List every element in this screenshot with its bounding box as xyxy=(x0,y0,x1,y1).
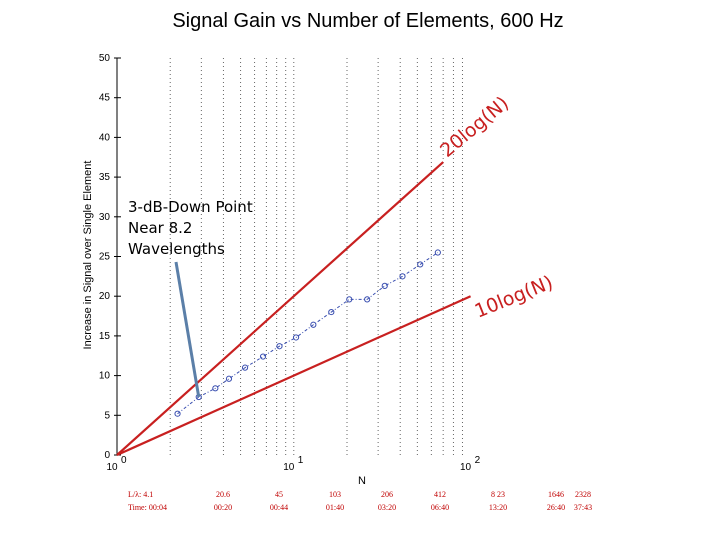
bottom-label-value: 412 xyxy=(434,490,446,499)
data-point xyxy=(259,353,267,360)
y-tick-label: 0 xyxy=(104,450,110,461)
y-axis-label: Increase in Signal over Single Element xyxy=(82,161,94,350)
label-layer: 0510152025303540455010010110220log(N)10l… xyxy=(99,53,592,512)
y-tick-label: 5 xyxy=(104,410,110,421)
series-layer xyxy=(116,161,472,457)
data-point xyxy=(399,273,406,280)
annotation-text: Wavelengths xyxy=(128,240,225,258)
data-point xyxy=(174,410,181,417)
data-point xyxy=(292,334,300,341)
data-point xyxy=(310,321,317,328)
x-tick-exponent: 2 xyxy=(475,455,481,466)
y-tick-label: 20 xyxy=(99,291,111,302)
data-point xyxy=(434,249,441,256)
bottom-label-value: 1646 xyxy=(548,490,564,499)
annotation-text: 3-dB-Down Point xyxy=(128,198,253,216)
bottom-label-time: 26:40 xyxy=(547,503,565,512)
y-tick-label: 50 xyxy=(99,53,111,64)
chart-title: Signal Gain vs Number of Elements, 600 H… xyxy=(172,10,563,32)
bottom-label-value: 103 xyxy=(329,490,341,499)
series-line-2 xyxy=(116,295,472,457)
series-line-3 xyxy=(177,252,439,415)
bottom-label-value: 2328 xyxy=(575,490,591,499)
bottom-label-time: 37:43 xyxy=(574,503,592,512)
y-tick-label: 25 xyxy=(99,252,111,263)
axes xyxy=(114,57,121,456)
bottom-label-row2: Time: 00:04 xyxy=(128,503,167,512)
annotation-arrow xyxy=(174,261,201,398)
data-point xyxy=(276,343,283,350)
y-tick-label: 15 xyxy=(99,331,111,342)
data-point xyxy=(381,282,388,289)
y-tick-label: 10 xyxy=(99,371,111,382)
x-tick-label: 10 xyxy=(283,462,295,473)
bottom-label-time: 01:40 xyxy=(326,503,344,512)
bottom-label-time: 00:44 xyxy=(270,503,288,512)
series-line-1 xyxy=(116,161,444,456)
x-tick-exponent: 0 xyxy=(121,455,127,466)
annotation-text: Near 8.2 xyxy=(128,219,192,237)
data-point xyxy=(225,375,233,382)
x-tick-exponent: 1 xyxy=(298,455,304,466)
y-tick-label: 30 xyxy=(99,212,111,223)
line-label-10log: 10log(N) xyxy=(472,271,556,322)
bottom-label-value: 206 xyxy=(381,490,393,499)
data-point xyxy=(346,296,353,303)
bottom-label-time: 13:20 xyxy=(489,503,507,512)
x-tick-label: 10 xyxy=(460,462,472,473)
bottom-label-value: 20.6 xyxy=(216,490,230,499)
bottom-label-time: 03:20 xyxy=(378,503,396,512)
bottom-label-time: 06:40 xyxy=(431,503,449,512)
data-point xyxy=(328,308,335,316)
data-point xyxy=(417,261,424,268)
bottom-label-row1: L/λ: 4.1 xyxy=(128,490,153,499)
bottom-label-value: 45 xyxy=(275,490,283,499)
y-tick-label: 35 xyxy=(99,172,111,183)
y-tick-label: 40 xyxy=(99,132,111,143)
bottom-label-time: 00:20 xyxy=(214,503,232,512)
y-tick-label: 45 xyxy=(99,93,111,104)
x-tick-label: 10 xyxy=(106,462,118,473)
data-point xyxy=(212,385,219,392)
x-axis-label: N xyxy=(358,475,366,487)
line-label-20log: 20log(N) xyxy=(436,92,513,162)
data-point xyxy=(241,364,249,371)
bottom-label-value: 8 23 xyxy=(491,490,505,499)
data-point xyxy=(364,296,371,303)
